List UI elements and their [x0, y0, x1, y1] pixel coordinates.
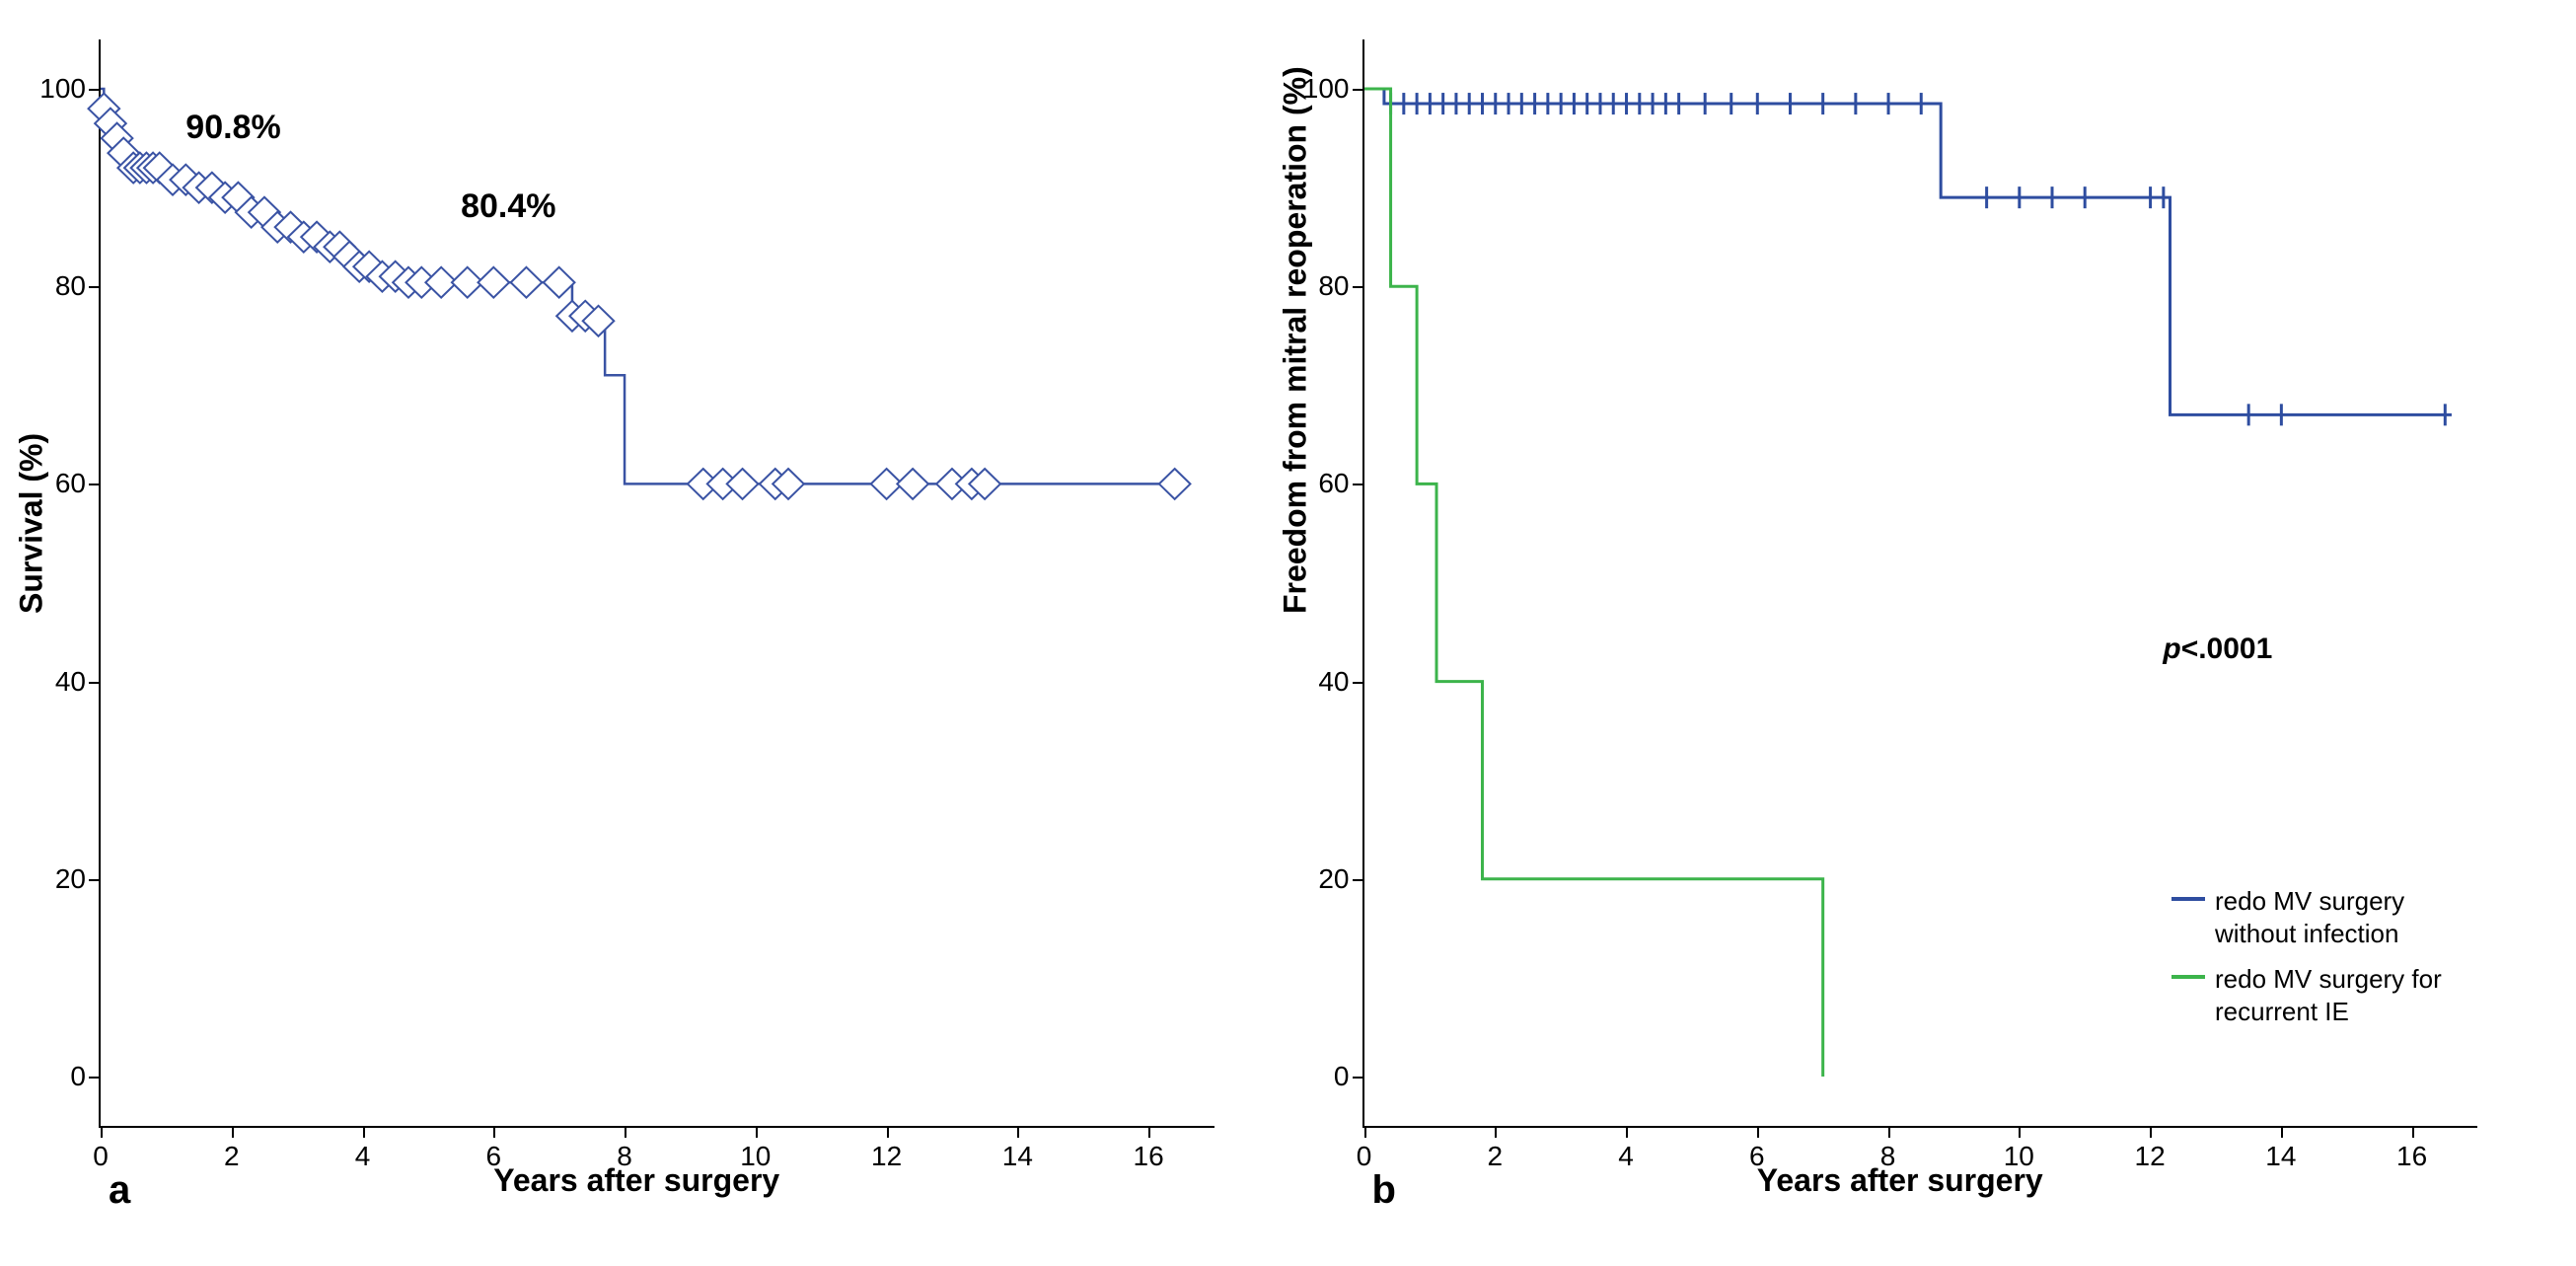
- y-tick-label: 0: [1334, 1061, 1350, 1092]
- x-tick-label: 14: [2265, 1141, 2296, 1172]
- y-tick-label: 100: [1303, 73, 1350, 105]
- y-tick-label: 80: [1318, 270, 1349, 302]
- x-tick: [625, 1126, 626, 1138]
- y-tick-label: 60: [55, 468, 86, 499]
- legend-item: redo MV surgery without infection: [2171, 885, 2467, 949]
- y-tick: [1353, 484, 1364, 485]
- y-tick-label: 80: [55, 270, 86, 302]
- x-tick: [887, 1126, 889, 1138]
- legend-swatch-icon: [2171, 975, 2205, 979]
- panel-label: b: [1372, 1168, 1396, 1213]
- censor-diamond-icon: [511, 267, 543, 298]
- annotation-label: 80.4%: [461, 187, 555, 226]
- x-tick-label: 0: [1357, 1141, 1372, 1172]
- y-tick-label: 20: [1318, 863, 1349, 895]
- panel-label: a: [109, 1168, 130, 1213]
- y-tick-label: 60: [1318, 468, 1349, 499]
- x-tick-label: 16: [1134, 1141, 1164, 1172]
- y-tick: [89, 682, 101, 684]
- x-tick-label: 4: [1618, 1141, 1634, 1172]
- y-tick-labels: 0 20 40 60 80 100: [1295, 39, 1350, 1126]
- panel-b: Freedom from mitral reoperation (%) 0204…: [1284, 20, 2518, 1207]
- x-tick: [1626, 1126, 1628, 1138]
- censor-diamond-icon: [1159, 469, 1191, 499]
- censor-diamond-icon: [727, 469, 759, 499]
- y-ticks: [89, 39, 101, 1126]
- plot-area-a: 020406080100 0246810121416 90.8%80.4%: [99, 39, 1214, 1128]
- x-ticks: [101, 1126, 1214, 1138]
- y-tick: [1353, 286, 1364, 288]
- x-axis-title: Years after surgery: [493, 1162, 779, 1199]
- x-tick-label: 2: [224, 1141, 240, 1172]
- km-step-line: [1364, 89, 2452, 414]
- legend-label: redo MV surgery for recurrent IE: [2215, 963, 2467, 1027]
- x-tick: [363, 1126, 365, 1138]
- x-ticks: [1364, 1126, 2478, 1138]
- x-tick: [1148, 1126, 1150, 1138]
- x-tick: [1757, 1126, 1759, 1138]
- y-tick: [89, 879, 101, 881]
- y-ticks: [1353, 39, 1364, 1126]
- y-tick-label: 40: [1318, 666, 1349, 698]
- censor-diamond-icon: [544, 267, 575, 298]
- x-tick: [101, 1126, 103, 1138]
- y-tick-labels: 0 20 40 60 80 100: [32, 39, 86, 1126]
- x-tick: [232, 1126, 234, 1138]
- x-tick-label: 0: [93, 1141, 109, 1172]
- x-tick-label: 14: [1002, 1141, 1033, 1172]
- x-tick: [2150, 1126, 2152, 1138]
- y-tick: [89, 286, 101, 288]
- x-tick: [1017, 1126, 1019, 1138]
- x-axis-title: Years after surgery: [1757, 1162, 2043, 1199]
- x-tick: [2019, 1126, 2021, 1138]
- legend-swatch-icon: [2171, 897, 2205, 901]
- x-tick: [2412, 1126, 2414, 1138]
- x-tick: [756, 1126, 758, 1138]
- censor-diamond-icon: [478, 267, 509, 298]
- km-plot-a: [101, 39, 1214, 1126]
- y-tick-label: 40: [55, 666, 86, 698]
- y-tick: [89, 89, 101, 91]
- legend-item: redo MV surgery for recurrent IE: [2171, 963, 2467, 1027]
- x-tick-label: 2: [1487, 1141, 1503, 1172]
- legend: redo MV surgery without infection redo MV…: [2171, 871, 2467, 1027]
- censor-diamond-icon: [897, 469, 928, 499]
- annotation-label: 90.8%: [185, 109, 280, 147]
- y-tick: [89, 1077, 101, 1079]
- x-tick: [1495, 1126, 1497, 1138]
- x-tick-label: 12: [2135, 1141, 2166, 1172]
- x-tick-label: 4: [355, 1141, 371, 1172]
- y-tick: [1353, 89, 1364, 91]
- y-tick-label: 20: [55, 863, 86, 895]
- y-tick-label: 0: [70, 1061, 86, 1092]
- panel-a: Survival (%) 020406080100 0246810121416 …: [20, 20, 1254, 1207]
- x-tick: [1364, 1126, 1366, 1138]
- figure: Survival (%) 020406080100 0246810121416 …: [0, 0, 2537, 1227]
- x-tick-label: 16: [2396, 1141, 2427, 1172]
- legend-label: redo MV surgery without infection: [2215, 885, 2467, 949]
- y-tick: [89, 484, 101, 485]
- p-value-label: p<.0001: [2163, 633, 2272, 666]
- x-tick: [1888, 1126, 1890, 1138]
- plot-area-b: 020406080100 0246810121416 p<.0001 redo …: [1362, 39, 2478, 1128]
- y-tick: [1353, 1077, 1364, 1079]
- km-step-line: [1364, 89, 1823, 1077]
- km-step-line: [101, 89, 1181, 484]
- y-tick: [1353, 682, 1364, 684]
- x-tick-label: 12: [871, 1141, 902, 1172]
- x-tick: [493, 1126, 495, 1138]
- y-tick: [1353, 879, 1364, 881]
- x-tick: [2281, 1126, 2283, 1138]
- y-tick-label: 100: [39, 73, 86, 105]
